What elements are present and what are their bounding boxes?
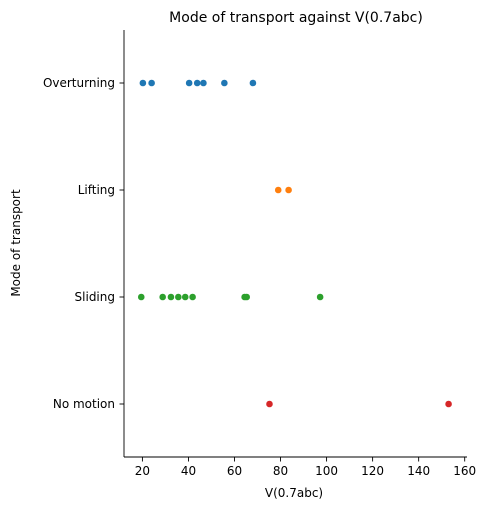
x-tick-label: 20	[135, 464, 150, 478]
y-tick-label: No motion	[53, 397, 115, 411]
y-tick-label: Sliding	[75, 290, 115, 304]
chart-title: Mode of transport against V(0.7abc)	[169, 10, 423, 26]
data-point	[181, 293, 189, 301]
data-point	[137, 293, 145, 301]
data-point	[148, 79, 155, 87]
data-point	[285, 186, 292, 194]
data-point	[175, 293, 182, 301]
data-point	[249, 79, 257, 87]
x-tick-label: 160	[453, 464, 476, 478]
x-tick-label: 80	[273, 464, 288, 478]
data-point	[243, 293, 250, 301]
y-tick-label: Overturning	[43, 76, 115, 90]
x-tick-label: 140	[407, 464, 430, 478]
data-point	[189, 293, 196, 301]
x-tick-label: 60	[227, 464, 242, 478]
data-point	[445, 400, 452, 408]
data-point	[167, 293, 175, 301]
data-point	[139, 79, 147, 87]
x-axis-label: V(0.7abc)	[265, 486, 323, 500]
y-tick-label: Lifting	[78, 183, 115, 197]
data-point	[193, 79, 201, 87]
plot-area: 20 40 60 80 100 120 140 160 Overturning Lifting Sl…	[43, 30, 476, 478]
x-tick-label: 120	[361, 464, 384, 478]
data-point	[200, 79, 207, 87]
x-tick-label: 40	[181, 464, 196, 478]
y-axis-label: Mode of transport	[9, 189, 23, 297]
data-point	[316, 293, 324, 301]
data-point	[274, 186, 282, 194]
data-point	[266, 400, 273, 408]
x-tick-label: 100	[315, 464, 338, 478]
data-point	[185, 79, 193, 87]
data-point	[221, 79, 228, 87]
data-point	[159, 293, 166, 301]
